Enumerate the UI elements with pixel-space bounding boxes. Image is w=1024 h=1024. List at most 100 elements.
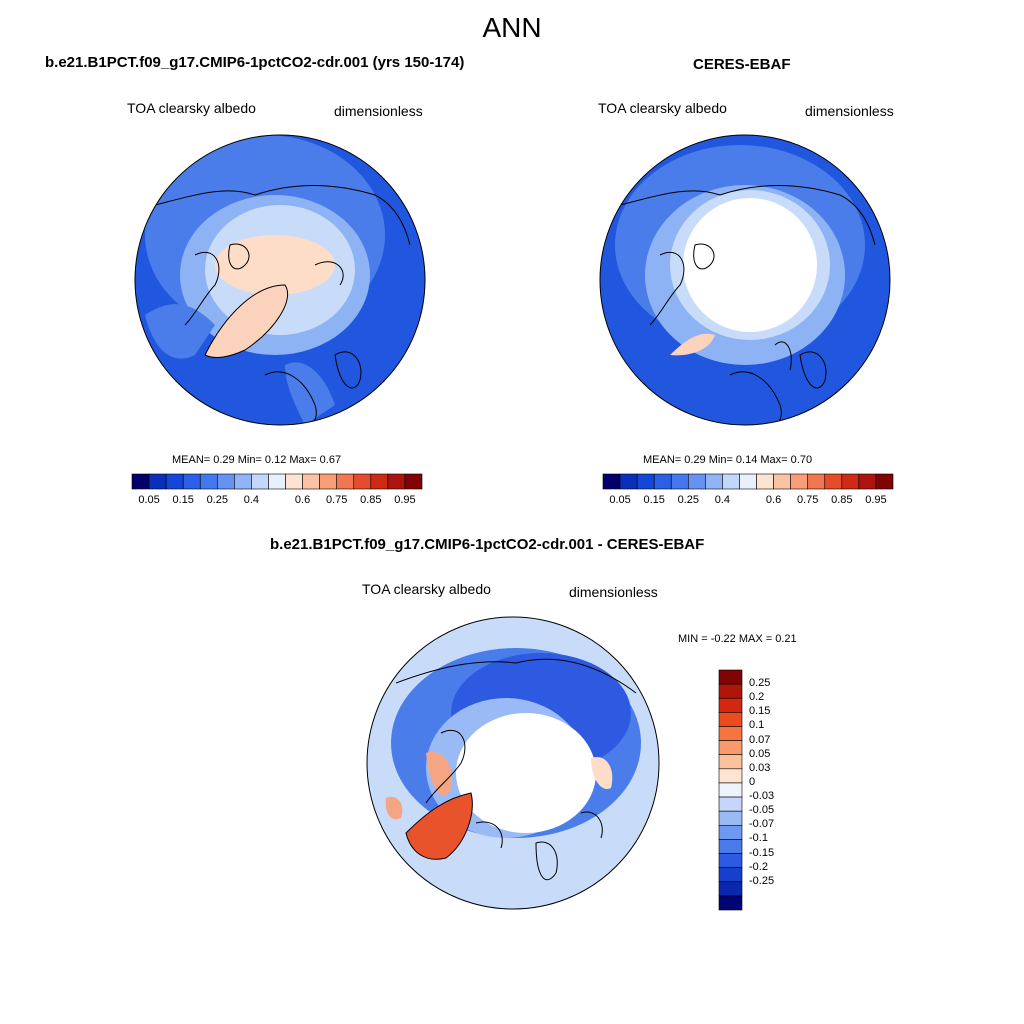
colorbar-box bbox=[619, 473, 638, 490]
positive-anomaly-canada bbox=[426, 752, 452, 796]
colorbar-box bbox=[285, 473, 303, 490]
colorbar-tick-label: 0.6 bbox=[765, 494, 782, 506]
colorbar-tick-label: -0.03 bbox=[749, 790, 775, 803]
colorbar-box bbox=[718, 810, 743, 826]
coastlines bbox=[619, 185, 876, 425]
colorbar-tick-label: 0.4 bbox=[243, 494, 260, 506]
colorbar-tick-label: -0.1 bbox=[749, 832, 768, 845]
colorbar-tick-label: 0.15 bbox=[749, 705, 771, 718]
colorbar-box bbox=[718, 754, 743, 770]
colorbar-tick-label: 0.75 bbox=[796, 494, 819, 506]
positive-anomaly-siberia bbox=[591, 757, 613, 789]
colorbar-box bbox=[756, 473, 774, 490]
colorbar-box bbox=[718, 768, 743, 784]
colorbar-tick-label: 0.15 bbox=[643, 494, 665, 506]
colorbar-box bbox=[773, 473, 791, 490]
map-border bbox=[599, 134, 891, 426]
colorbar-tick-label: 0.25 bbox=[677, 494, 699, 506]
colorbar-tick-label: 0.05 bbox=[609, 494, 631, 506]
units-label-diff: dimensionless bbox=[569, 584, 658, 600]
greenland-high-albedo bbox=[670, 333, 715, 356]
colorbar-box bbox=[131, 473, 150, 490]
colorbar-box bbox=[268, 473, 286, 490]
colorbar-box bbox=[234, 473, 252, 490]
colorbar-box bbox=[353, 473, 372, 490]
colorbar-box bbox=[824, 473, 843, 490]
map-border bbox=[134, 134, 426, 426]
colorbar-box bbox=[718, 796, 743, 812]
colorbar-box bbox=[636, 473, 655, 490]
colorbar-tick-label: 0.03 bbox=[749, 761, 771, 774]
colorbar-boxes-model bbox=[131, 473, 423, 490]
colorbar-tick-label: 0.2 bbox=[749, 691, 765, 704]
stats-model: MEAN= 0.29 Min= 0.12 Max= 0.67 bbox=[172, 454, 342, 466]
stats-obs: MEAN= 0.29 Min= 0.14 Max= 0.70 bbox=[643, 454, 813, 466]
colorbar-box bbox=[165, 473, 184, 490]
colorbar-boxes-diff bbox=[718, 669, 743, 911]
colorbar-tick-label: 0.95 bbox=[865, 494, 887, 506]
colorbar-box bbox=[722, 473, 740, 490]
colorbar-tick-label: -0.07 bbox=[749, 818, 775, 831]
colorbar-box bbox=[370, 473, 389, 490]
stats-diff: MIN = -0.22 MAX = 0.21 bbox=[678, 633, 797, 645]
colorbar-box bbox=[602, 473, 621, 490]
colorbar-box bbox=[841, 473, 860, 490]
greenland-high-albedo bbox=[205, 285, 288, 358]
colorbar-tick-label: 0.85 bbox=[360, 494, 382, 506]
colorbar-box bbox=[718, 740, 743, 756]
coastlines bbox=[154, 185, 411, 425]
polar-map-obs bbox=[599, 134, 891, 426]
map-border bbox=[366, 616, 660, 910]
figure-title: ANN bbox=[482, 12, 542, 43]
colorbar-tick-label: 0.07 bbox=[749, 733, 771, 746]
colorbar-tick-label: 0.25 bbox=[749, 677, 771, 690]
colorbar-tick-label: 0 bbox=[749, 775, 756, 788]
colorbar-box bbox=[718, 867, 743, 883]
colorbar-box bbox=[199, 473, 218, 490]
colorbar-box bbox=[790, 473, 809, 490]
coastlines bbox=[395, 658, 637, 881]
colorbar-box bbox=[718, 712, 743, 727]
north-america-land bbox=[145, 304, 215, 359]
colorbar-box bbox=[670, 473, 689, 490]
colorbar-box bbox=[718, 697, 743, 713]
variable-label-model: TOA clearsky albedo bbox=[127, 100, 256, 116]
positive-anomaly-labrador bbox=[385, 796, 403, 820]
colorbar-box bbox=[718, 824, 743, 840]
colorbar-box bbox=[718, 782, 743, 798]
colorbar-box bbox=[718, 683, 743, 699]
missing-data-cap bbox=[456, 713, 596, 833]
colorbar-box bbox=[216, 473, 235, 490]
units-label-model: dimensionless bbox=[334, 103, 423, 119]
panel-title-diff: b.e21.B1PCT.f09_g17.CMIP6-1pctCO2-cdr.00… bbox=[270, 536, 705, 553]
colorbar-tick-label: 0.6 bbox=[294, 494, 311, 506]
colorbar-box bbox=[718, 839, 743, 854]
polar-map-diff bbox=[366, 616, 660, 910]
colorbar-tick-label: -0.25 bbox=[749, 874, 775, 887]
colorbar-boxes-obs bbox=[602, 473, 894, 490]
colorbar-tick-label: -0.15 bbox=[749, 846, 775, 859]
colorbar-box bbox=[739, 473, 757, 490]
colorbar-tick-label: 0.85 bbox=[831, 494, 853, 506]
colorbar-box bbox=[718, 726, 743, 741]
positive-anomaly-greenland bbox=[406, 793, 473, 860]
colorbar-tick-label: 0.25 bbox=[206, 494, 228, 506]
sea-ice-high-albedo bbox=[215, 235, 335, 295]
colorbar-box bbox=[718, 881, 743, 897]
colorbar-tick-label: 0.05 bbox=[749, 747, 771, 760]
colorbar-tick-label: 0.4 bbox=[714, 494, 731, 506]
polar-map-model bbox=[134, 134, 426, 426]
variable-label-obs: TOA clearsky albedo bbox=[598, 100, 727, 116]
colorbar-box bbox=[718, 895, 743, 911]
colorbar-box bbox=[251, 473, 269, 490]
colorbar-tick-label: -0.05 bbox=[749, 804, 775, 817]
colorbar-box bbox=[302, 473, 320, 490]
colorbar-box bbox=[718, 853, 743, 868]
colorbar-box bbox=[858, 473, 877, 490]
colorbar-tick-label: 0.75 bbox=[325, 494, 348, 506]
variable-label-diff: TOA clearsky albedo bbox=[362, 581, 491, 597]
missing-data-cap bbox=[683, 198, 817, 332]
colorbar-tick-label: 0.05 bbox=[138, 494, 160, 506]
colorbar-box bbox=[387, 473, 406, 490]
colorbar-box bbox=[807, 473, 826, 490]
